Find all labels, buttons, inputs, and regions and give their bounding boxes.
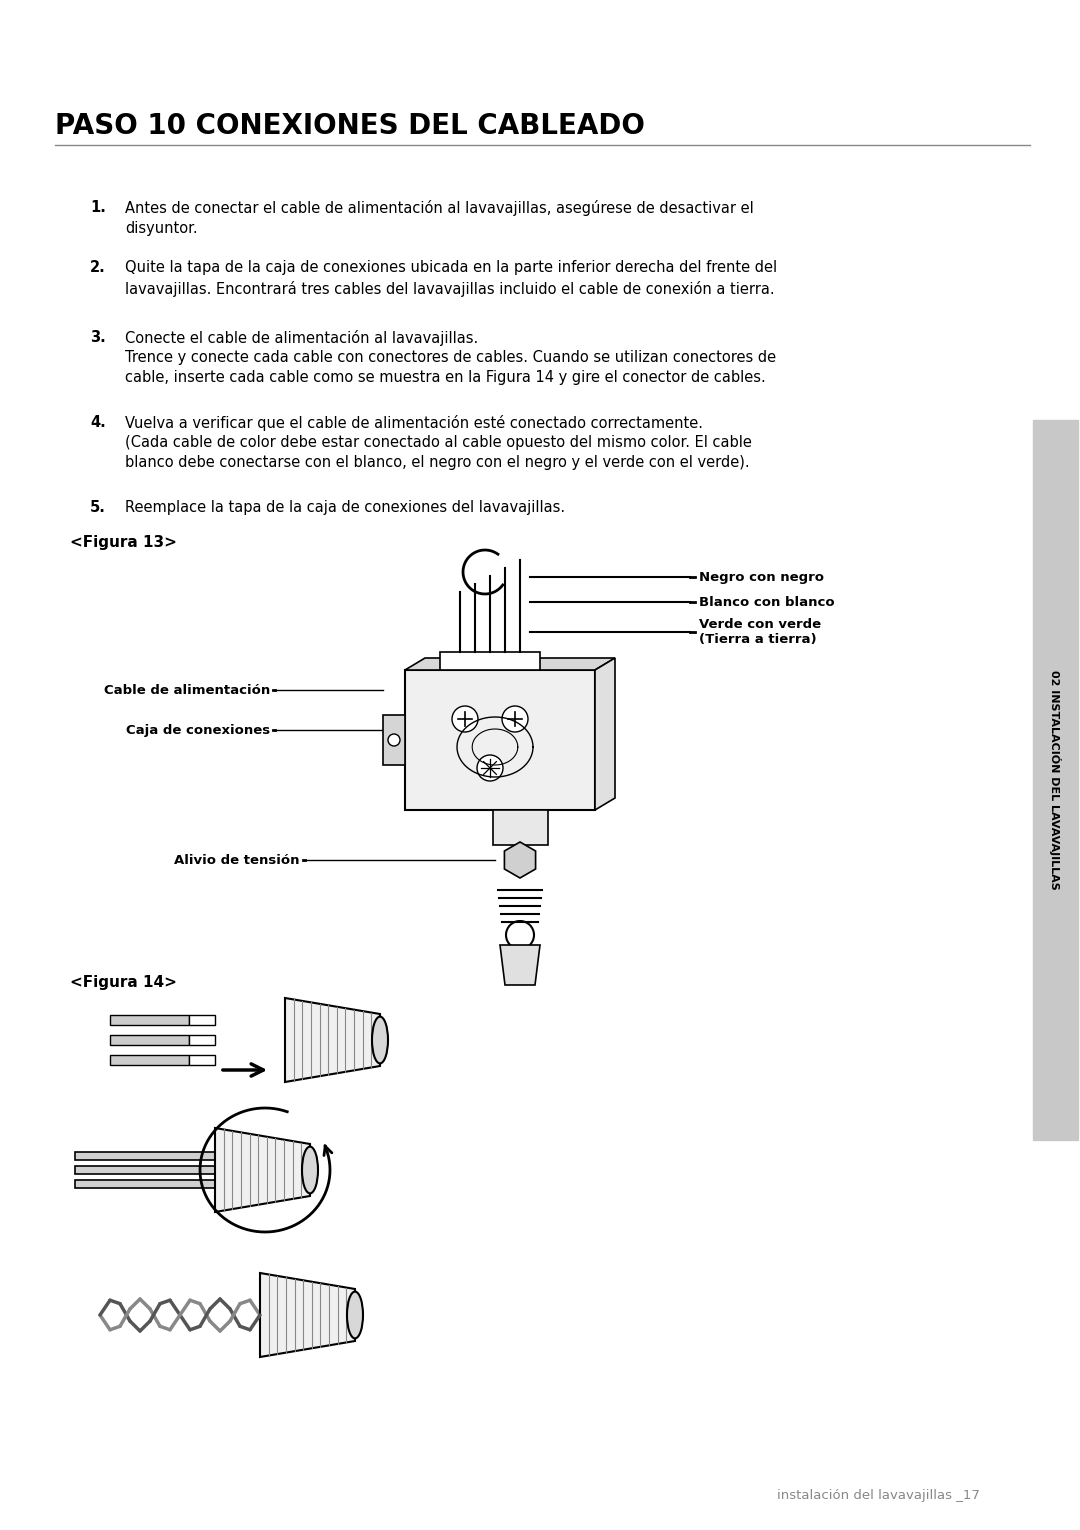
Text: Antes de conectar el cable de alimentación al lavavajillas, asegúrese de desacti: Antes de conectar el cable de alimentaci… bbox=[125, 200, 754, 237]
Circle shape bbox=[388, 734, 400, 747]
Ellipse shape bbox=[347, 1291, 363, 1339]
Polygon shape bbox=[260, 1273, 355, 1357]
Text: Verde con verde
(Tierra a tierra): Verde con verde (Tierra a tierra) bbox=[699, 618, 821, 646]
Bar bbox=[189, 1014, 215, 1025]
Bar bbox=[75, 1152, 215, 1160]
Text: Reemplace la tapa de la caja de conexiones del lavavajillas.: Reemplace la tapa de la caja de conexion… bbox=[125, 500, 565, 516]
Text: 1.: 1. bbox=[90, 200, 106, 216]
Text: 2.: 2. bbox=[90, 260, 106, 275]
Bar bbox=[189, 1056, 215, 1065]
Bar bbox=[189, 1034, 215, 1045]
Bar bbox=[383, 715, 405, 765]
Text: 02 INSTALACIÓN DEL LAVAVAJILLAS: 02 INSTALACIÓN DEL LAVAVAJILLAS bbox=[1049, 670, 1061, 890]
Text: Quite la tapa de la caja de conexiones ubicada en la parte inferior derecha del : Quite la tapa de la caja de conexiones u… bbox=[125, 260, 778, 297]
Text: Blanco con blanco: Blanco con blanco bbox=[699, 595, 835, 609]
Bar bbox=[110, 1034, 189, 1045]
Circle shape bbox=[477, 754, 503, 780]
Bar bbox=[75, 1166, 215, 1174]
Polygon shape bbox=[595, 658, 615, 809]
Text: Vuelva a verificar que el cable de alimentación esté conectado correctamente.: Vuelva a verificar que el cable de alime… bbox=[125, 415, 703, 431]
Ellipse shape bbox=[302, 1146, 318, 1193]
Bar bbox=[110, 1014, 189, 1025]
Polygon shape bbox=[504, 842, 536, 878]
Circle shape bbox=[453, 705, 478, 731]
Text: 3.: 3. bbox=[90, 330, 106, 344]
Bar bbox=[75, 1180, 215, 1187]
Text: <Figura 13>: <Figura 13> bbox=[70, 536, 177, 549]
Polygon shape bbox=[500, 946, 540, 985]
Polygon shape bbox=[285, 998, 380, 1082]
Bar bbox=[110, 1056, 189, 1065]
Text: PASO 10 CONEXIONES DEL CABLEADO: PASO 10 CONEXIONES DEL CABLEADO bbox=[55, 112, 645, 141]
Circle shape bbox=[502, 705, 528, 731]
Text: <Figura 14>: <Figura 14> bbox=[70, 975, 177, 990]
Text: 5.: 5. bbox=[90, 500, 106, 516]
Bar bbox=[440, 652, 540, 670]
Text: Cable de alimentación: Cable de alimentación bbox=[104, 684, 270, 696]
Text: Conecte el cable de alimentación al lavavajillas.: Conecte el cable de alimentación al lava… bbox=[125, 330, 478, 346]
Text: 4.: 4. bbox=[90, 415, 106, 430]
Polygon shape bbox=[405, 670, 595, 809]
Text: Caja de conexiones: Caja de conexiones bbox=[126, 724, 270, 736]
Bar bbox=[1032, 421, 1078, 1140]
Polygon shape bbox=[405, 658, 615, 670]
Text: Trence y conecte cada cable con conectores de cables. Cuando se utilizan conecto: Trence y conecte cada cable con conector… bbox=[125, 350, 777, 386]
Text: Alivio de tensión: Alivio de tensión bbox=[175, 854, 300, 866]
Bar bbox=[492, 809, 548, 845]
Text: (Cada cable de color debe estar conectado al cable opuesto del mismo color. El c: (Cada cable de color debe estar conectad… bbox=[125, 435, 752, 470]
Text: Negro con negro: Negro con negro bbox=[699, 571, 824, 583]
Text: instalación del lavavajillas _17: instalación del lavavajillas _17 bbox=[778, 1489, 980, 1502]
Circle shape bbox=[507, 921, 534, 949]
Ellipse shape bbox=[372, 1016, 388, 1063]
Polygon shape bbox=[215, 1128, 310, 1212]
